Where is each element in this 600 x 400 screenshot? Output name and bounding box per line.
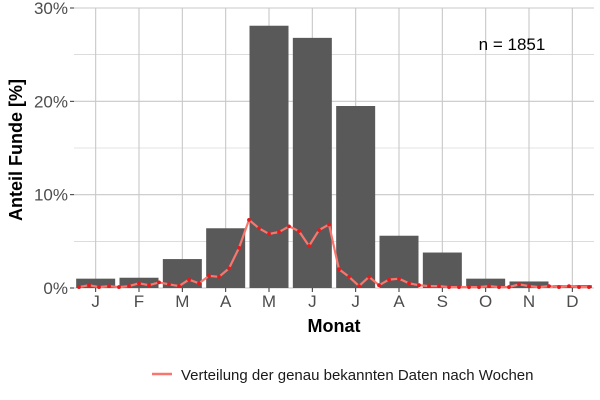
x-tick-label: J bbox=[351, 292, 360, 311]
weekly-point bbox=[87, 283, 91, 288]
x-tick-label: N bbox=[523, 292, 535, 311]
weekly-point bbox=[177, 284, 181, 289]
y-axis-title: Anteil Funde [%] bbox=[6, 79, 26, 221]
weekly-point bbox=[427, 284, 431, 289]
weekly-point bbox=[437, 284, 441, 289]
x-tick-label: J bbox=[91, 292, 100, 311]
bar-4 bbox=[249, 25, 289, 288]
x-tick-label: M bbox=[262, 292, 276, 311]
x-tick-label: A bbox=[220, 292, 232, 311]
weekly-point bbox=[457, 285, 461, 289]
weekly-point bbox=[557, 285, 561, 289]
weekly-point bbox=[197, 281, 201, 286]
weekly-point bbox=[507, 285, 511, 289]
x-tick-label: J bbox=[308, 292, 317, 311]
weekly-point bbox=[117, 285, 121, 289]
weekly-point bbox=[447, 285, 451, 289]
weekly-point bbox=[147, 283, 151, 288]
x-tick-label: M bbox=[175, 292, 189, 311]
sample-size-annotation: n = 1851 bbox=[479, 35, 546, 54]
weekly-point bbox=[327, 222, 331, 227]
legend-label: Verteilung der genau bekannten Daten nac… bbox=[181, 367, 534, 384]
x-tick-label: O bbox=[479, 292, 492, 311]
weekly-point bbox=[547, 284, 551, 289]
y-tick-label: 0% bbox=[43, 279, 68, 298]
weekly-point bbox=[77, 285, 81, 289]
weekly-line bbox=[78, 218, 589, 289]
weekly-point bbox=[467, 285, 471, 289]
y-tick-label: 30% bbox=[34, 0, 68, 18]
y-tick-label: 10% bbox=[34, 186, 68, 205]
weekly-point bbox=[167, 282, 171, 287]
weekly-point bbox=[387, 277, 391, 282]
weekly-point bbox=[527, 284, 531, 289]
weekly-point bbox=[257, 226, 261, 231]
weekly-point bbox=[567, 284, 571, 289]
x-tick-label: S bbox=[437, 292, 448, 311]
weekly-point bbox=[217, 274, 221, 279]
weekly-point bbox=[137, 281, 141, 286]
legend: Verteilung der genau bekannten Daten nac… bbox=[152, 367, 534, 384]
weekly-point bbox=[237, 245, 241, 250]
bar-series bbox=[76, 25, 592, 288]
x-tick-label: F bbox=[134, 292, 144, 311]
x-tick-label: D bbox=[566, 292, 578, 311]
bar-9 bbox=[466, 278, 506, 288]
weekly-point bbox=[417, 283, 421, 288]
weekly-point bbox=[287, 224, 291, 229]
bar-6 bbox=[336, 106, 376, 288]
weekly-point bbox=[397, 276, 401, 281]
x-tick-label: A bbox=[393, 292, 405, 311]
y-tick-label: 20% bbox=[34, 92, 68, 111]
weekly-point bbox=[317, 228, 321, 233]
x-axis-title: Monat bbox=[308, 316, 361, 336]
weekly-point bbox=[357, 284, 361, 289]
bar-3 bbox=[206, 228, 246, 288]
bar-5 bbox=[292, 37, 332, 288]
weekly-point bbox=[587, 285, 591, 289]
weekly-point bbox=[247, 217, 251, 222]
weekly-point bbox=[347, 274, 351, 279]
weekly-point bbox=[577, 285, 581, 289]
weekly-point bbox=[227, 266, 231, 271]
weekly-point bbox=[537, 285, 541, 289]
weekly-point bbox=[187, 277, 191, 282]
line-series bbox=[77, 217, 591, 289]
bar-0 bbox=[76, 278, 116, 288]
bar-8 bbox=[422, 252, 462, 288]
y-axis-ticks: 0% 10% 20% 30% bbox=[34, 0, 74, 298]
weekly-point bbox=[267, 231, 271, 236]
weekly-point bbox=[277, 230, 281, 234]
weekly-point bbox=[337, 267, 341, 272]
weekly-point bbox=[517, 282, 521, 287]
weekly-point bbox=[377, 283, 381, 288]
weekly-point bbox=[367, 274, 371, 279]
weekly-point bbox=[487, 284, 491, 289]
weekly-point bbox=[477, 285, 481, 289]
weekly-point bbox=[127, 284, 131, 289]
weekly-point bbox=[207, 273, 211, 278]
weekly-point bbox=[407, 281, 411, 286]
weekly-point bbox=[97, 285, 101, 289]
weekly-point bbox=[307, 244, 311, 248]
weekly-point bbox=[297, 229, 301, 233]
weekly-point bbox=[157, 280, 161, 285]
weekly-point bbox=[107, 284, 111, 289]
weekly-point bbox=[497, 285, 501, 289]
